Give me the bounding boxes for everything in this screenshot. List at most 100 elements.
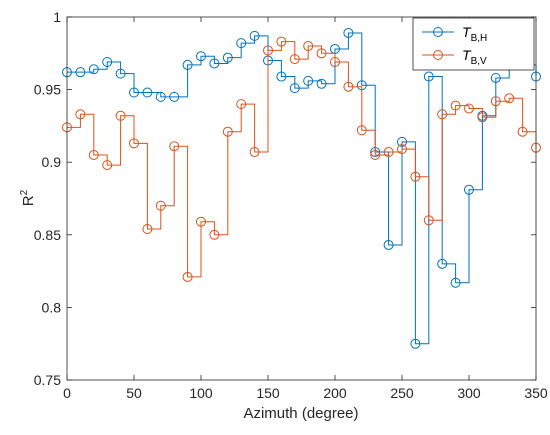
data-point: [129, 87, 139, 98]
legend-label-tbh-main: T: [462, 24, 472, 40]
x-tick-label: 350: [524, 385, 548, 401]
legend-entry-tbh: TB,H: [422, 24, 487, 44]
data-point: [356, 125, 367, 136]
data-point: [88, 149, 99, 160]
data-point: [303, 75, 314, 86]
data-point: [289, 83, 300, 94]
data-point: [102, 57, 113, 68]
y-axis-label-main: R: [20, 195, 37, 206]
data-point: [182, 59, 193, 70]
data-point: [75, 109, 86, 120]
x-tick-label: 150: [256, 385, 280, 401]
data-point: [276, 71, 287, 82]
data-point: [75, 67, 86, 78]
data-point: [209, 58, 220, 69]
data-point: [196, 216, 206, 227]
y-tick-labels: 0.75 0.8 0.85 0.9 0.95 1: [34, 9, 61, 388]
data-point: [169, 91, 180, 102]
x-axis-label: Azimuth (degree): [243, 405, 358, 422]
y-tick-label: 1: [53, 9, 61, 25]
y-tick-label: 0.95: [34, 82, 61, 98]
data-point: [102, 160, 113, 171]
data-point: [236, 38, 247, 49]
data-point: [343, 27, 354, 38]
data-point: [330, 57, 340, 68]
data-point: [423, 71, 434, 82]
data-point: [182, 271, 193, 282]
data-point: [88, 64, 99, 75]
series-0: [62, 27, 541, 349]
x-tick-label: 300: [457, 385, 481, 401]
y-axis-label-sup: 2: [19, 189, 30, 195]
y-tick-label: 0.9: [42, 154, 62, 170]
data-point: [437, 258, 448, 269]
data-point: [169, 141, 180, 152]
x-tick-label: 50: [126, 385, 142, 401]
axes-frame: [66, 16, 537, 381]
data-point: [464, 184, 474, 195]
data-point: [142, 223, 153, 234]
data-point: [437, 109, 448, 120]
legend: TB,H TB,V: [412, 17, 535, 71]
x-tick-label: 200: [323, 385, 347, 401]
data-point: [249, 30, 260, 41]
data-point: [490, 96, 501, 107]
x-tick-label: 100: [189, 385, 213, 401]
data-point: [397, 144, 407, 155]
data-point: [397, 136, 407, 147]
data-point: [289, 54, 300, 65]
data-point: [423, 215, 434, 226]
data-point: [316, 78, 327, 89]
data-point: [343, 81, 354, 92]
data-point: [222, 52, 233, 63]
data-point: [517, 126, 528, 137]
data-point: [450, 277, 461, 288]
data-point: [222, 126, 233, 137]
legend-label-tbv: TB,V: [462, 47, 487, 67]
data-point: [303, 41, 314, 52]
data-point: [196, 51, 206, 62]
legend-label-tbv-main: T: [462, 47, 472, 63]
data-point: [450, 100, 461, 111]
data-point: [276, 36, 287, 47]
y-tick-label: 0.75: [34, 372, 61, 388]
data-point: [464, 103, 474, 114]
data-point: [209, 229, 220, 240]
data-point: [477, 112, 488, 123]
y-axis-label: R2: [19, 189, 37, 206]
x-tick-label: 0: [63, 385, 71, 401]
data-point: [155, 91, 166, 102]
data-point: [115, 110, 126, 121]
legend-label-tbh-sub: B,H: [471, 33, 488, 44]
data-point: [383, 239, 394, 250]
data-point: [504, 93, 515, 104]
legend-label-tbv-sub: B,V: [471, 56, 487, 67]
legend-marker-tbh: [433, 27, 443, 37]
legend-entry-tbv: TB,V: [422, 47, 487, 67]
data-point: [316, 48, 327, 59]
data-point: [129, 138, 139, 149]
series-line-0: [67, 32, 537, 345]
axes: [66, 16, 537, 381]
data-point: [263, 45, 273, 56]
y-tick-label: 0.8: [42, 299, 62, 315]
data-point: [410, 171, 421, 182]
data-point: [490, 72, 501, 83]
data-point: [249, 147, 260, 158]
data-point: [142, 87, 153, 98]
data-point: [410, 338, 421, 349]
data-point: [370, 149, 381, 160]
y-tick-label: 0.85: [34, 227, 61, 243]
legend-label-tbh: TB,H: [462, 24, 487, 44]
data-point: [383, 147, 394, 158]
data-point: [115, 68, 126, 79]
data-point: [155, 200, 166, 211]
data-point: [236, 99, 247, 110]
series-layer: [62, 27, 541, 349]
x-tick-labels: 0 50 100 150 200 250 300 350: [63, 385, 548, 401]
plot-area: [67, 17, 536, 380]
series-1: [62, 36, 541, 282]
x-tick-label: 250: [390, 385, 414, 401]
legend-marker-tbv: [433, 50, 443, 60]
